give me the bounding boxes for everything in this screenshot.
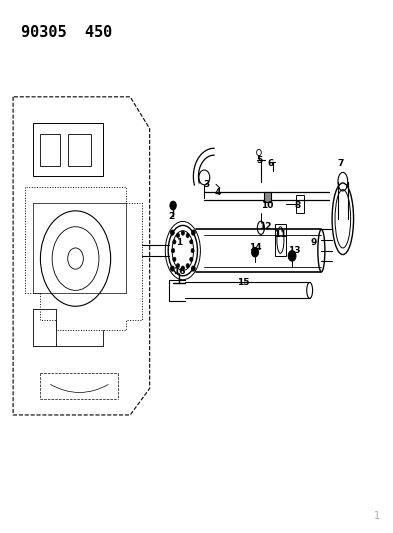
Text: 14: 14 <box>249 244 261 253</box>
Circle shape <box>191 266 195 271</box>
Text: 13: 13 <box>288 246 300 255</box>
Text: 15: 15 <box>237 278 250 287</box>
Text: 11: 11 <box>274 230 286 239</box>
Text: 1: 1 <box>374 511 380 521</box>
Bar <box>264 192 272 202</box>
Circle shape <box>288 251 296 261</box>
Text: 16: 16 <box>173 268 185 276</box>
Circle shape <box>181 266 184 270</box>
Text: 90305  450: 90305 450 <box>21 25 112 41</box>
Circle shape <box>181 231 184 235</box>
Text: 8: 8 <box>295 201 301 210</box>
Text: 5: 5 <box>256 156 262 165</box>
Text: 6: 6 <box>268 159 274 167</box>
Circle shape <box>186 264 189 268</box>
Circle shape <box>171 248 174 253</box>
Text: 1: 1 <box>176 238 182 247</box>
Circle shape <box>190 240 193 244</box>
Bar <box>296 195 304 214</box>
Text: 10: 10 <box>261 201 273 210</box>
Circle shape <box>252 247 259 257</box>
Circle shape <box>191 230 195 235</box>
Circle shape <box>186 233 189 238</box>
Bar <box>40 134 60 166</box>
Text: 4: 4 <box>215 188 221 197</box>
Circle shape <box>171 230 174 235</box>
Bar <box>275 224 286 256</box>
Circle shape <box>173 257 176 262</box>
Circle shape <box>190 257 193 262</box>
Circle shape <box>176 233 180 238</box>
Bar <box>68 134 91 166</box>
Circle shape <box>191 248 194 253</box>
Text: 9: 9 <box>310 238 317 247</box>
Text: 3: 3 <box>203 180 209 189</box>
Text: 7: 7 <box>338 159 344 167</box>
Circle shape <box>170 201 176 210</box>
Text: 2: 2 <box>168 212 174 221</box>
Circle shape <box>173 240 176 244</box>
Circle shape <box>171 266 174 271</box>
Text: 12: 12 <box>259 222 271 231</box>
Circle shape <box>176 264 180 268</box>
Bar <box>33 123 103 176</box>
